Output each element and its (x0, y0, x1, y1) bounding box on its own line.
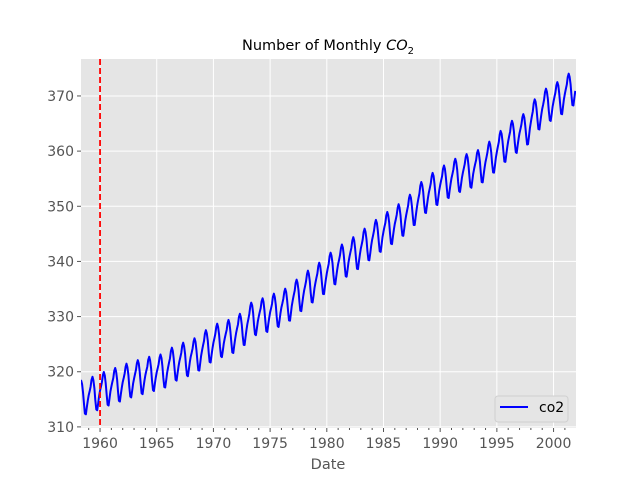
x-tick-label: 1970 (196, 436, 232, 452)
x-tick-label: 1985 (366, 436, 402, 452)
plot-area (81, 59, 576, 428)
y-tick-label: 320 (47, 365, 74, 381)
legend: co2 (494, 395, 569, 423)
x-tick-label: 1995 (479, 436, 515, 452)
chart-title: Number of Monthly CO2 (242, 38, 414, 57)
x-axis: 1960 1965 1970 1975 1980 1985 1990 1995 2000 (82, 428, 571, 452)
y-tick-label: 360 (47, 144, 74, 160)
y-tick-label: 310 (47, 420, 74, 436)
y-axis: 310 320 330 340 350 360 370 (47, 89, 81, 436)
x-tick-label: 1990 (422, 436, 458, 452)
x-axis-label: Date (311, 457, 346, 473)
x-tick-label: 2000 (536, 436, 572, 452)
x-tick-label: 1980 (309, 436, 345, 452)
x-tick-label: 1960 (82, 436, 118, 452)
legend-label-co2: co2 (539, 400, 564, 416)
x-tick-label: 1965 (139, 436, 175, 452)
x-tick-label: 1975 (252, 436, 288, 452)
y-tick-label: 370 (47, 89, 74, 105)
y-tick-label: 330 (47, 310, 74, 326)
series-line-co2 (81, 72, 576, 416)
legend-box (494, 395, 569, 423)
y-tick-label: 350 (47, 199, 74, 215)
y-tick-label: 340 (47, 254, 74, 270)
